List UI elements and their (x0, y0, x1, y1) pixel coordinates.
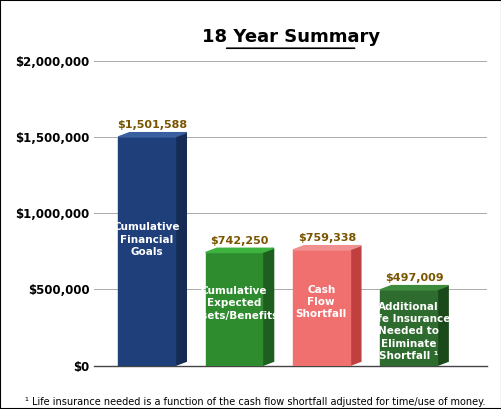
Text: $742,250: $742,250 (210, 236, 268, 246)
Text: $759,338: $759,338 (297, 234, 355, 243)
Polygon shape (292, 246, 360, 250)
Polygon shape (118, 133, 186, 137)
Polygon shape (262, 248, 273, 366)
Polygon shape (436, 285, 447, 366)
Text: $497,009: $497,009 (384, 273, 442, 283)
Polygon shape (349, 246, 360, 366)
Polygon shape (379, 285, 447, 290)
Text: Cumulative
Financial
Goals: Cumulative Financial Goals (113, 222, 179, 257)
Polygon shape (205, 248, 273, 252)
Bar (379, 290, 436, 366)
Text: 18 Year Summary: 18 Year Summary (201, 28, 379, 46)
Text: Additional
Life Insurance
Needed to
Eliminate
Shortfall ¹: Additional Life Insurance Needed to Elim… (366, 302, 449, 361)
Text: Cumulative
Expected
Assets/Benefits: Cumulative Expected Assets/Benefits (188, 286, 279, 321)
Polygon shape (175, 133, 186, 366)
Text: ¹ Life insurance needed is a function of the cash flow shortfall adjusted for ti: ¹ Life insurance needed is a function of… (25, 397, 484, 407)
Text: Cash
Flow
Shortfall: Cash Flow Shortfall (295, 285, 346, 319)
Bar (205, 252, 262, 366)
Text: $1,501,588: $1,501,588 (117, 120, 187, 130)
Bar (118, 137, 175, 366)
Bar (292, 250, 349, 366)
